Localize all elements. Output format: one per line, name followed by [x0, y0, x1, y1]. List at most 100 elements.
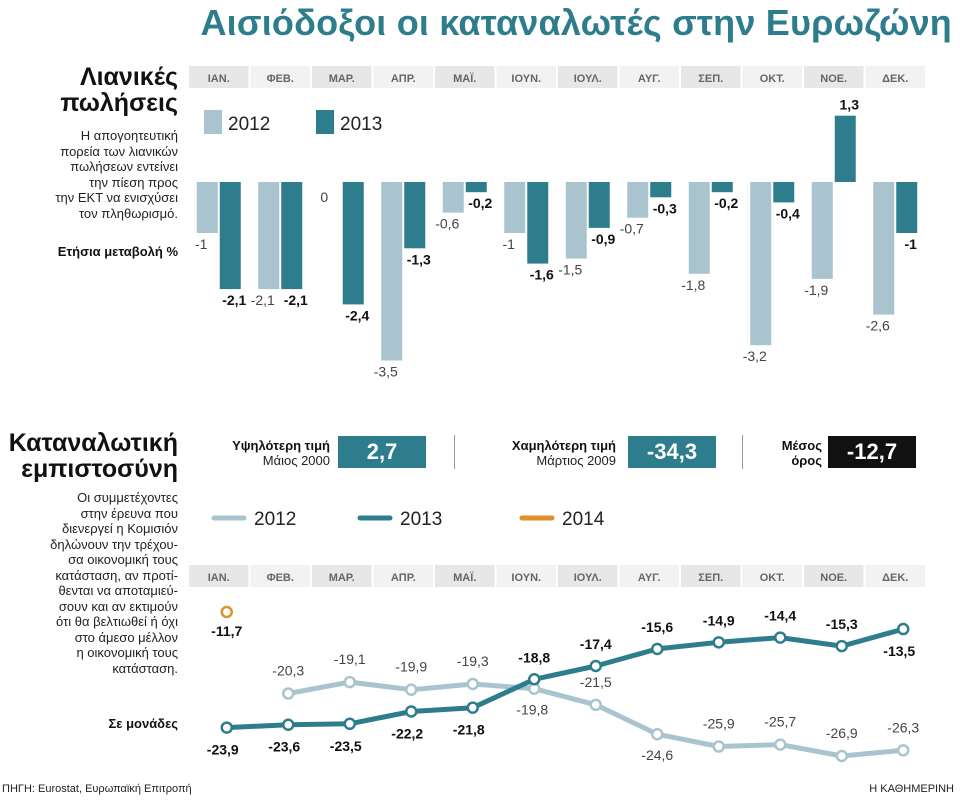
bar-label-2012: -3,2: [743, 348, 767, 364]
bar-label-2012: -1,5: [558, 262, 582, 278]
highest-stat-label: Υψηλότερη τιμή Μάιος 2000: [190, 438, 330, 468]
month-label: ΦΕΒ.: [267, 572, 294, 584]
bar-label-2013: -2,4: [345, 307, 369, 323]
point-2012: [651, 727, 664, 741]
point-2012: [343, 675, 356, 689]
retail-heading-line1: Λιανικές: [79, 63, 178, 91]
data-label-2013: -22,2: [391, 725, 423, 741]
confidence-description-line: ότι θα βελτιωθεί ή όχι: [56, 614, 178, 629]
bar-2012: [504, 182, 526, 233]
bar-2013: [896, 182, 918, 233]
month-header-cell: [619, 565, 679, 587]
confidence-description-line: κατάσταση, αν προτί-: [55, 567, 178, 583]
month-header-cell: [558, 66, 618, 88]
bar-2012: [750, 182, 772, 346]
month-header-cell: [558, 565, 618, 587]
month-header-cell: [189, 565, 249, 587]
month-label: ΦΕΒ.: [267, 73, 294, 85]
month-label: ΝΟΕ.: [820, 73, 847, 85]
data-label-2013: -23,5: [330, 738, 362, 754]
point-2012: [466, 677, 479, 691]
data-label-2013: -14,9: [703, 612, 735, 628]
point-2012: [589, 698, 602, 712]
month-header-cell: [189, 66, 249, 88]
bar-label-2012: -3,5: [374, 364, 398, 380]
bar-label-2013: -0,2: [468, 195, 492, 211]
bar-label-2013: -2,1: [284, 292, 308, 308]
bar-2012: [442, 182, 464, 213]
month-label: ΑΥΓ.: [638, 572, 661, 584]
bar-2013: [711, 182, 733, 193]
bar-label-2012: -0,7: [620, 221, 644, 237]
month-label: ΙΟΥΝ.: [511, 572, 541, 584]
point-2013: [897, 622, 910, 636]
month-label: ΑΥΓ.: [638, 73, 661, 85]
lowest-stat-label: Χαμηλότερη τιμή Μάρτιος 2009: [466, 438, 616, 468]
average-value-box: -12,7: [828, 436, 916, 468]
bar-2013: [219, 182, 241, 290]
month-header-cell: [681, 565, 741, 587]
month-label: ΣΕΠ.: [698, 73, 723, 85]
month-header-cell: [435, 66, 495, 88]
legend-swatch-2012: [204, 110, 222, 134]
point-2014: [220, 605, 233, 619]
month-header-cell: [373, 565, 433, 587]
data-label-2012: -26,3: [887, 719, 919, 735]
bar-label-2012: -1: [503, 236, 516, 252]
bar-label-2013: -2,1: [222, 292, 246, 308]
bar-2013: [342, 182, 364, 305]
bar-label-2012: 0: [320, 189, 328, 205]
lowest-value-box: -34,3: [628, 436, 716, 468]
data-label-2012: -19,1: [334, 651, 366, 667]
month-header-cell: [250, 66, 310, 88]
month-header-cell: [496, 66, 556, 88]
bar-2013: [465, 182, 487, 193]
point-2012: [897, 744, 910, 757]
bar-2013: [834, 115, 856, 182]
month-header-cell: [865, 565, 925, 587]
point-2012: [835, 749, 848, 763]
legend-label-2012: 2012: [254, 509, 296, 530]
month-label: ΙΑΝ.: [208, 73, 230, 85]
retail-description-line: πορεία των λιανικών: [60, 143, 178, 159]
month-label: ΔΕΚ.: [882, 73, 908, 85]
point-2012: [712, 740, 725, 753]
highest-label: Υψηλότερη τιμή: [232, 438, 330, 453]
bar-label-2013: -0,9: [591, 231, 615, 247]
highest-value-box: 2,7: [338, 436, 426, 468]
bar-2013: [281, 182, 303, 290]
bar-2012: [196, 182, 218, 233]
confidence-description-line: σα οικονομική τους: [68, 552, 178, 567]
month-label: ΑΠΡ.: [391, 572, 416, 584]
bar-2012: [873, 182, 895, 315]
bar-2012: [811, 182, 833, 279]
point-2013: [651, 642, 664, 656]
point-2013: [774, 631, 787, 644]
confidence-description: Οι συμμετέχοντες στην έρευνα που διενεργεί…: [0, 490, 178, 676]
data-label-2012: -21,5: [580, 674, 612, 690]
bar-2012: [688, 182, 710, 274]
month-header-cell: [312, 565, 372, 587]
bar-label-2012: -1,8: [681, 277, 705, 293]
month-header-cell: [250, 565, 310, 587]
confidence-description-line: κατάσταση.: [112, 660, 178, 676]
point-2012: [405, 683, 418, 696]
confidence-unit: Σε μονάδες: [108, 716, 178, 731]
bar-2013: [588, 182, 610, 228]
legend-label-2012: 2012: [228, 114, 270, 135]
bar-label-2012: -2,6: [866, 318, 890, 334]
point-2013: [528, 673, 541, 686]
data-label-2013: -15,6: [641, 619, 673, 635]
month-label: ΔΕΚ.: [882, 572, 908, 584]
legend-label-2013: 2013: [340, 114, 382, 135]
stat-divider: [454, 435, 455, 469]
data-label-2013: -23,6: [268, 739, 300, 755]
month-label: ΟΚΤ.: [760, 73, 785, 85]
legend-label-2013: 2013: [400, 509, 442, 530]
point-2013: [466, 701, 479, 714]
month-label: ΙΟΥΛ.: [574, 73, 602, 85]
month-label: ΙΟΥΛ.: [574, 572, 602, 584]
data-label-2012: -20,3: [272, 662, 304, 678]
bar-2012: [565, 182, 587, 259]
stat-divider: [742, 435, 743, 469]
